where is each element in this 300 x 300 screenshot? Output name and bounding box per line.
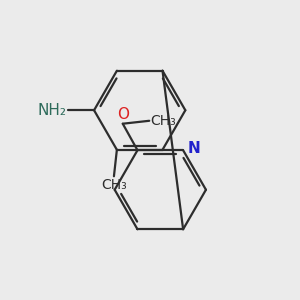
Text: CH₃: CH₃ (151, 114, 176, 128)
Text: NH₂: NH₂ (37, 103, 66, 118)
Text: N: N (188, 141, 201, 156)
Text: CH₃: CH₃ (101, 178, 127, 192)
Text: O: O (117, 107, 129, 122)
